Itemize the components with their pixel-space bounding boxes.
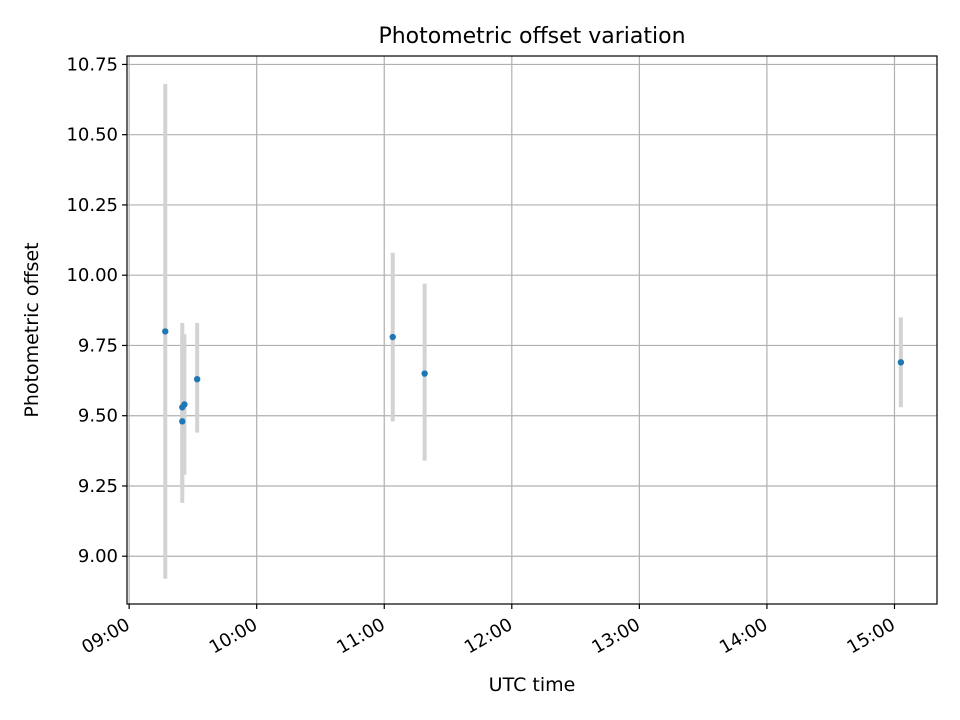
x-tick-label: 10:00 (206, 614, 261, 658)
y-axis-label: Photometric offset (21, 242, 43, 417)
y-tick-label: 10.75 (66, 54, 118, 75)
data-point (181, 401, 188, 408)
chart-title: Photometric offset variation (378, 24, 685, 49)
grid (127, 56, 937, 604)
plot-frame (126, 55, 938, 605)
data-points (162, 328, 905, 425)
x-tick-label: 09:00 (78, 614, 133, 658)
y-tick-label: 9.25 (78, 476, 118, 497)
x-tick-label: 12:00 (461, 614, 516, 658)
y-tick-label: 10.50 (66, 125, 118, 146)
y-tick-label: 9.50 (78, 406, 118, 427)
data-point (389, 333, 396, 341)
data-point (421, 370, 428, 377)
y-tick-label: 10.00 (66, 265, 118, 286)
x-tick-label: 13:00 (588, 614, 643, 658)
y-tick-label: 10.25 (66, 195, 118, 216)
x-tick-label: 14:00 (716, 614, 771, 658)
data-point (162, 328, 169, 335)
x-tick-label: 15:00 (844, 614, 899, 658)
y-axis-ticks: 9.00 9.25 9.50 9.75 10.00 10.25 10.50 10.75 (66, 54, 127, 567)
x-tick-label: 11:00 (333, 614, 388, 658)
x-axis-ticks: 09:00 10:00 11:00 12:00 13:00 14:00 15:00 (78, 604, 899, 658)
data-point (193, 375, 201, 383)
x-axis-label: UTC time (489, 674, 576, 696)
data-point (179, 418, 186, 425)
error-bars (163, 84, 903, 579)
y-tick-label: 9.75 (78, 335, 118, 356)
data-point (897, 359, 905, 366)
y-tick-label: 9.00 (78, 546, 118, 567)
